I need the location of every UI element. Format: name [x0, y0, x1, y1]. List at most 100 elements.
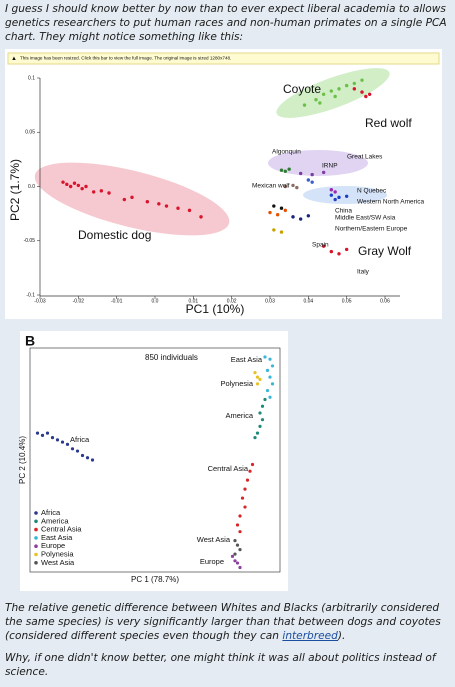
point — [258, 411, 262, 415]
warning-icon: ▲ — [11, 56, 17, 62]
group-label: Western North America — [357, 199, 424, 206]
group-label: Algonquin — [272, 149, 301, 156]
point — [61, 180, 65, 184]
chart-2-background — [20, 331, 288, 591]
point — [35, 431, 40, 435]
point — [270, 364, 275, 368]
point — [55, 438, 60, 442]
text: The relative genetic difference between … — [5, 602, 441, 642]
point — [260, 418, 265, 422]
point — [240, 496, 245, 500]
point — [145, 199, 150, 204]
x-tick-label: 0.04 — [303, 298, 313, 304]
point — [238, 548, 242, 552]
resize-notice-bar[interactable] — [7, 52, 440, 65]
legend-label: East Asia — [41, 533, 73, 542]
point — [295, 185, 299, 190]
point — [291, 183, 295, 188]
point — [258, 377, 262, 381]
point — [263, 355, 267, 359]
point — [268, 395, 272, 399]
point — [367, 92, 372, 96]
y-axis-label: PC2 (1.7%) — [8, 159, 22, 221]
paragraph: The relative genetic difference between … — [5, 601, 450, 643]
text: ). — [337, 630, 346, 642]
point — [84, 184, 88, 189]
point — [258, 424, 262, 428]
x-axis-label: PC1 (10%) — [186, 302, 245, 316]
legend-label: America — [41, 516, 69, 525]
point — [364, 94, 368, 99]
point — [272, 204, 276, 208]
y-tick-label: 0.05 — [25, 130, 35, 136]
y-tick-label: 0.0 — [28, 184, 35, 190]
group-label: China — [335, 208, 352, 215]
point — [275, 213, 280, 217]
point — [344, 247, 349, 252]
legend-label: Polynesia — [41, 549, 74, 558]
point — [72, 181, 77, 185]
point — [90, 458, 95, 462]
point — [245, 478, 250, 482]
legend-marker — [34, 561, 38, 565]
point — [45, 431, 50, 435]
point — [235, 523, 240, 527]
point — [321, 170, 326, 175]
resize-notice[interactable]: This image has been resized. Click this … — [20, 56, 231, 61]
point — [360, 78, 364, 82]
legend-label: West Asia — [41, 558, 75, 567]
point — [337, 252, 341, 256]
group-label: America — [225, 411, 253, 420]
link[interactable]: interbreed — [282, 630, 338, 642]
point — [298, 171, 303, 176]
point — [352, 81, 357, 86]
point — [70, 447, 75, 451]
point — [333, 197, 337, 202]
point — [75, 449, 80, 453]
point — [85, 456, 90, 460]
point — [302, 103, 307, 107]
point — [268, 375, 272, 379]
group-label: Coyote — [283, 82, 321, 96]
point — [130, 195, 134, 200]
y-tick-label: -0.05 — [24, 238, 36, 244]
plot-frame — [29, 347, 281, 573]
point — [360, 90, 364, 94]
point — [265, 388, 270, 393]
group-label: Spain — [312, 242, 329, 249]
point — [235, 543, 240, 547]
post-body: The relative genetic difference between … — [5, 601, 450, 687]
point — [314, 98, 318, 102]
point — [279, 168, 284, 172]
legend-marker — [34, 519, 38, 524]
point — [270, 382, 275, 386]
point — [255, 382, 260, 386]
x-tick-label: 0.05 — [342, 298, 352, 304]
point — [283, 169, 288, 174]
legend-marker — [34, 552, 38, 557]
x-tick-label: 0.06 — [380, 298, 390, 304]
group-label: Polynesia — [220, 379, 253, 388]
paragraph: Why, if one didn't know better, one migh… — [5, 651, 450, 679]
group-label: Italy — [357, 269, 370, 276]
point — [122, 197, 127, 202]
point — [91, 190, 96, 194]
point — [298, 217, 303, 221]
point — [235, 561, 240, 565]
x-tick-label: -0.01 — [111, 298, 123, 304]
point — [318, 101, 322, 105]
group-label: Central Asia — [208, 464, 249, 473]
point — [253, 371, 257, 375]
point — [329, 193, 334, 197]
annotation: Gray Wolf — [358, 244, 412, 258]
point — [337, 87, 341, 91]
wolf-region — [268, 150, 368, 176]
panel-label: B — [25, 333, 35, 349]
point — [265, 368, 270, 372]
group-label: Middle East/SW Asia — [335, 215, 396, 222]
point — [238, 565, 242, 570]
point — [279, 206, 284, 210]
point — [253, 436, 257, 440]
group-label: N Quebec — [357, 188, 387, 195]
point — [80, 453, 85, 458]
